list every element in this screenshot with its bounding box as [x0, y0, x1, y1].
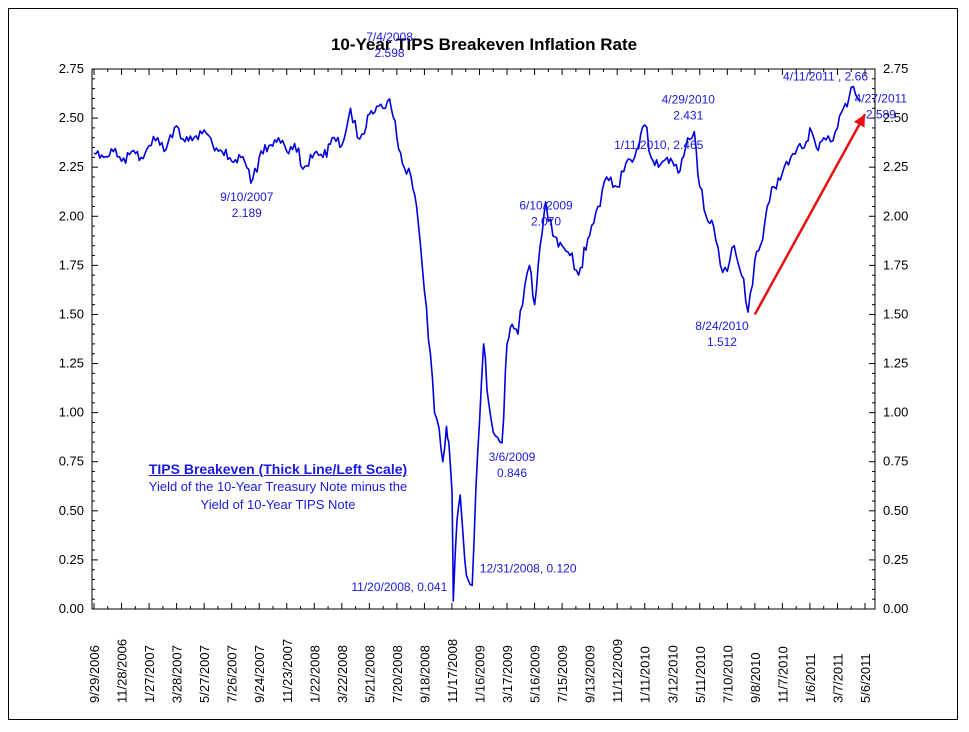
- annotation-label: 4/11/2011 , 2.66: [783, 70, 868, 84]
- y-tick-label-right: 2.75: [883, 61, 908, 76]
- x-tick-label: 5/27/2007: [197, 645, 212, 703]
- y-tick-label-left: 1.75: [59, 257, 84, 272]
- annotation-label: 3/6/2009: [489, 450, 536, 464]
- y-tick-label-left: 0.00: [59, 601, 84, 616]
- x-tick-label: 9/13/2009: [583, 645, 598, 703]
- y-tick-label-left: 2.00: [59, 208, 84, 223]
- y-tick-label-left: 0.75: [59, 454, 84, 469]
- x-tick-label: 3/22/2008: [335, 645, 350, 703]
- annotation-label: 1/11/2010, 2.465: [614, 138, 704, 152]
- plot-area: [91, 68, 876, 610]
- y-tick-label-right: 0.00: [883, 601, 908, 616]
- y-tick-label-right: 2.25: [883, 159, 908, 174]
- x-tick-label: 7/20/2008: [390, 645, 405, 703]
- x-tick-label: 1/6/2011: [803, 653, 818, 703]
- x-tick-label: 7/15/2009: [555, 645, 570, 703]
- legend-line-2: Yield of 10-Year TIPS Note: [200, 497, 356, 512]
- annotation-value: 2.598: [375, 46, 405, 60]
- annotation-label: 12/31/2008, 0.120: [480, 561, 577, 575]
- x-tick-label: 9/29/2006: [87, 645, 102, 703]
- y-tick-label-right: 1.50: [883, 306, 908, 321]
- annotation-label: 6/10/2009: [519, 199, 573, 213]
- x-tick-label: 5/16/2009: [528, 645, 543, 703]
- y-tick-label-right: 0.50: [883, 503, 908, 518]
- y-tick-label-left: 2.50: [59, 110, 84, 125]
- left-y-axis: 0.00 0.25 0.50 0.75 1.00 1.25 1.50 1.75 2.00 2.25…: [59, 61, 98, 616]
- x-tick-label: 11/17/2008: [445, 639, 460, 703]
- annotation-value: 2.189: [232, 206, 262, 220]
- y-tick-label-left: 1.00: [59, 405, 84, 420]
- x-tick-label: 5/21/2008: [362, 645, 377, 703]
- trend-arrow: [753, 113, 867, 316]
- annotation-label: 7/4/2008: [366, 30, 413, 44]
- x-tick-label: 3/12/2010: [665, 645, 680, 703]
- chart-title: 10-Year TIPS Breakeven Inflation Rate: [331, 35, 637, 54]
- legend-line-1: Yield of the 10-Year Treasury Note minus…: [148, 479, 408, 494]
- x-tick-label: 3/28/2007: [170, 645, 185, 703]
- x-tick-label: 1/22/2008: [307, 645, 322, 703]
- x-tick-label: 3/7/2011: [830, 653, 845, 703]
- x-tick-label: 9/8/2010: [748, 652, 763, 703]
- y-tick-label-right: 2.00: [883, 208, 908, 223]
- annotation-label: 9/10/2007: [220, 190, 274, 204]
- x-tick-label: 11/12/2009: [610, 639, 625, 703]
- annotation-label: 4/27/2011: [855, 92, 908, 106]
- y-tick-label-right: 1.00: [883, 405, 908, 420]
- annotation-label: 8/24/2010: [695, 319, 749, 333]
- right-y-axis: 0.00 0.25 0.50 0.75 1.00 1.25 1.50 1.75 2.00 2.25…: [869, 61, 908, 616]
- annotations: 9/10/2007 2.189 7/4/2008 2.598 11/20/2008, 0…: [220, 30, 907, 594]
- y-tick-label-left: 2.25: [59, 159, 84, 174]
- x-tick-label: 9/24/2007: [252, 645, 267, 703]
- x-tick-label: 1/16/2009: [473, 645, 488, 703]
- y-tick-label-right: 1.25: [883, 356, 908, 371]
- annotation-value: 1.512: [707, 335, 737, 349]
- x-tick-label: 11/7/2010: [775, 646, 790, 703]
- annotation-label: 11/20/2008, 0.041: [351, 580, 447, 594]
- y-tick-label-right: 1.75: [883, 257, 908, 272]
- y-tick-label-right: 0.75: [883, 454, 908, 469]
- x-axis: 9/29/2006 11/28/2006 1/27/2007 3/28/2007 5/2…: [87, 69, 873, 703]
- series-line-tips-breakeven: [93, 85, 862, 602]
- x-tick-label: 5/11/2010: [693, 646, 708, 703]
- y-tick-label-right: 0.25: [883, 552, 908, 567]
- annotation-value: 0.846: [497, 466, 527, 480]
- x-tick-label: 5/6/2011: [858, 653, 873, 703]
- y-tick-label-left: 0.25: [59, 552, 84, 567]
- legend-box: TIPS Breakeven (Thick Line/Left Scale) Y…: [108, 460, 448, 514]
- x-tick-label: 7/26/2007: [225, 645, 240, 703]
- y-tick-label-right: 2.50: [883, 110, 908, 125]
- x-tick-label: 11/28/2006: [115, 639, 130, 703]
- y-tick-label-left: 0.50: [59, 503, 84, 518]
- annotation-value: 2.431: [673, 109, 703, 123]
- x-tick-label: 11/23/2007: [280, 639, 295, 703]
- trend-arrow-shaft: [753, 113, 867, 316]
- annotation-value: 2.589: [866, 108, 896, 122]
- x-tick-label: 3/17/2009: [500, 645, 515, 703]
- y-tick-label-left: 1.50: [59, 306, 84, 321]
- y-tick-label-left: 2.75: [59, 61, 84, 76]
- annotation-value: 2.070: [531, 215, 561, 229]
- y-tick-label-left: 1.25: [59, 356, 84, 371]
- x-tick-label: 1/27/2007: [142, 645, 157, 703]
- legend-title: TIPS Breakeven (Thick Line/Left Scale): [148, 461, 408, 477]
- annotation-label: 4/29/2010: [662, 93, 716, 107]
- x-tick-label: 9/18/2008: [417, 645, 432, 703]
- x-tick-label: 1/11/2010: [638, 646, 653, 703]
- trend-arrow-head: [854, 114, 865, 128]
- x-tick-label: 7/10/2010: [720, 645, 735, 703]
